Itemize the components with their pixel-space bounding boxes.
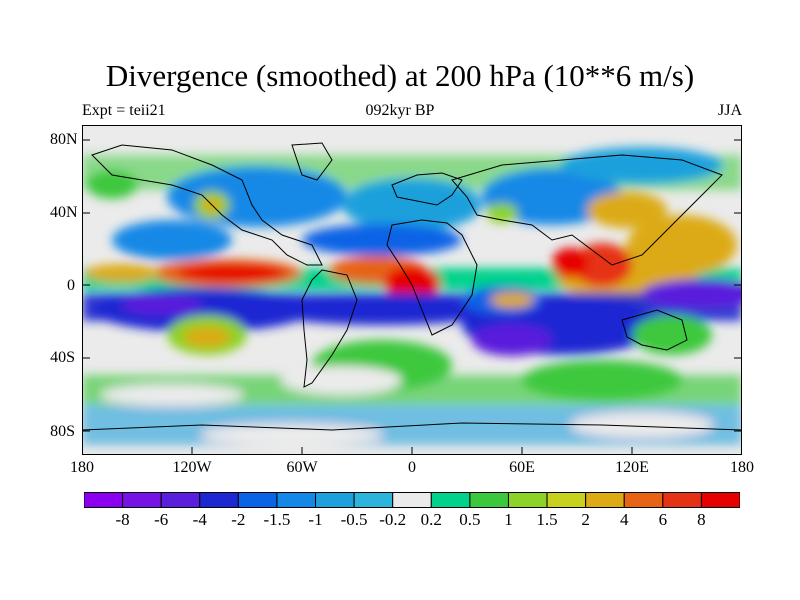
colorbar-swatch (276, 492, 317, 508)
colorbar-swatch (507, 492, 548, 508)
y-tick-label: 80N (50, 131, 78, 148)
x-tick-label: 60E (509, 459, 535, 476)
colorbar-label: 1.5 (536, 510, 558, 529)
colorbar-swatch (546, 492, 587, 508)
colorbar-label: -0.5 (340, 510, 368, 529)
colorbar-label: 6 (658, 510, 668, 529)
y-tick-label: 80S (50, 423, 75, 440)
x-tick-label: 180 (730, 459, 754, 476)
colorbar-label: 4 (619, 510, 629, 529)
colorbar-swatch (160, 492, 201, 508)
colorbar-label: 2 (581, 510, 590, 529)
colorbar-swatch (199, 492, 239, 508)
colorbar-swatch (469, 492, 509, 508)
colorbar-label: -0.2 (379, 510, 407, 529)
season-label: JJA (717, 102, 742, 119)
colorbar-label: -4 (192, 510, 207, 529)
colorbar-label: 0.5 (459, 510, 481, 529)
x-tick-label: 120W (172, 459, 212, 476)
colorbar-swatch (237, 492, 278, 508)
y-tick-label: 40S (50, 349, 75, 366)
y-tick-label: 0 (67, 277, 75, 294)
colorbar-swatch (353, 492, 394, 508)
colorbar-swatch (700, 492, 740, 508)
experiment-label: Expt = teii21 (82, 102, 166, 119)
colorbar-label: -1 (308, 510, 323, 529)
x-tick-label: 180 (70, 459, 94, 476)
colorbar-label: -6 (154, 510, 169, 529)
colorbar-swatch (585, 492, 625, 508)
coastline-outlines (82, 142, 742, 431)
colorbar-label: -2 (231, 510, 246, 529)
axis-ticks (82, 139, 742, 455)
colorbar-swatch (430, 492, 471, 508)
time-label: 092kyr BP (365, 102, 435, 119)
figure-title: Divergence (smoothed) at 200 hPa (10**6 … (105, 58, 695, 93)
divergence-map (82, 125, 742, 455)
colorbar (84, 492, 740, 508)
x-tick-label: 60W (286, 459, 318, 476)
colorbar-label: 0.2 (420, 510, 442, 529)
colorbar-label: 8 (697, 510, 706, 529)
colorbar-swatch (84, 492, 124, 508)
colorbar-swatch (662, 492, 702, 508)
colorbar-swatch (623, 492, 664, 508)
colorbar-label: -8 (115, 510, 130, 529)
colorbar-swatch (392, 492, 432, 508)
colorbar-swatch (315, 492, 355, 508)
x-tick-label: 0 (408, 459, 416, 476)
colorbar-label: -1.5 (263, 510, 291, 529)
y-tick-label: 40N (50, 204, 78, 221)
x-tick-label: 120E (615, 459, 649, 476)
colorbar-label: 1 (504, 510, 513, 529)
colorbar-swatch (122, 492, 162, 508)
